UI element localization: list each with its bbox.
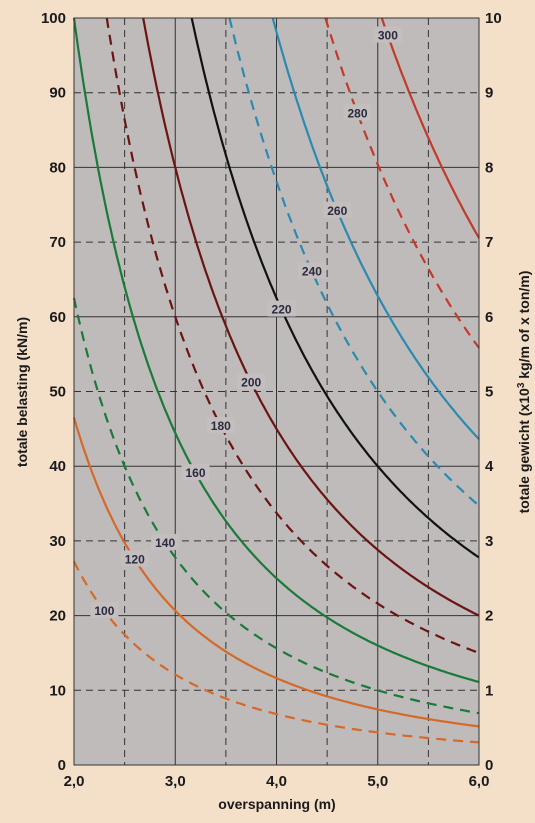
y2-tick-label: 1 (485, 682, 493, 699)
curve-label-bg-240 (297, 262, 326, 279)
y2-tick-label: 2 (485, 608, 493, 625)
curve-200 (142, 17, 480, 617)
curve-120 (72, 417, 480, 728)
y2-tick-label: 7 (485, 234, 493, 251)
curve-label-140: 140 (155, 536, 175, 550)
curve-label-180: 180 (211, 419, 231, 433)
curve-label-120: 120 (125, 552, 145, 566)
curve-label-100: 100 (94, 604, 114, 618)
y2-tick-label: 9 (485, 85, 493, 102)
curve-260 (271, 17, 480, 440)
y2-tick-label: 3 (485, 533, 493, 550)
curves (72, 17, 480, 744)
curve-label-bg-180 (206, 417, 235, 434)
curve-140 (72, 297, 480, 715)
curve-100 (73, 560, 480, 744)
y-tick-label: 60 (49, 309, 66, 326)
curve-180 (105, 17, 480, 654)
y2-tick-label: 10 (485, 10, 502, 27)
curve-300 (380, 17, 480, 239)
y-tick-label: 100 (41, 10, 66, 27)
y-tick-label: 70 (49, 234, 66, 251)
curve-label-bg-120 (120, 550, 149, 567)
y-tick-label: 10 (49, 682, 66, 699)
x-tick-label: 2,0 (64, 773, 85, 790)
y-axis-label-left: totale belasting (kN/m) (14, 317, 30, 467)
curve-label-bg-160 (181, 464, 210, 481)
y-tick-label: 0 (58, 757, 66, 774)
y2-tick-label: 5 (485, 384, 493, 401)
curve-label-220: 220 (272, 303, 292, 317)
plot-frame (73, 17, 480, 766)
curve-labels: 100 120 140 160 180 200 220 240 260 280 300 (90, 26, 402, 619)
curve-160 (72, 17, 480, 684)
curve-label-bg-260 (323, 201, 352, 218)
x-axis-label: overspanning (m) (218, 796, 335, 812)
x-tick-label: 6,0 (469, 773, 490, 790)
curve-label-300: 300 (378, 29, 398, 43)
grid (74, 18, 479, 765)
curve-label-260: 260 (327, 204, 347, 218)
tick-labels: 2,0 3,0 4,0 5,0 6,00102030405060708090100012… (41, 10, 502, 790)
curve-label-160: 160 (185, 466, 205, 480)
y-tick-label: 50 (49, 384, 66, 401)
curve-label-bg-280 (343, 104, 372, 121)
curve-label-240: 240 (302, 265, 322, 279)
y-tick-label: 20 (49, 608, 66, 625)
x-tick-label: 3,0 (165, 773, 186, 790)
x-tick-label: 5,0 (367, 773, 388, 790)
curve-label-bg-100 (90, 602, 119, 619)
y-axis-label-right: totale gewicht (x103 kg/m of x ton/m) (516, 271, 533, 514)
x-tick-label: 4,0 (266, 773, 287, 790)
y2-tick-label: 0 (485, 757, 493, 774)
curve-label-bg-220 (267, 300, 296, 317)
curve-240 (228, 17, 480, 507)
curve-label-280: 280 (347, 106, 367, 120)
curve-label-bg-140 (151, 533, 180, 550)
curve-label-bg-300 (373, 26, 402, 43)
curve-label-200: 200 (241, 376, 261, 390)
y2-tick-label: 8 (485, 159, 493, 176)
curve-220 (190, 17, 480, 559)
y-tick-label: 40 (49, 458, 66, 475)
y2-tick-label: 4 (485, 458, 494, 475)
y-tick-label: 80 (49, 159, 66, 176)
y2-tick-label: 6 (485, 309, 493, 326)
y-tick-label: 30 (49, 533, 66, 550)
curve-label-bg-200 (237, 373, 266, 390)
y-tick-label: 90 (49, 85, 66, 102)
